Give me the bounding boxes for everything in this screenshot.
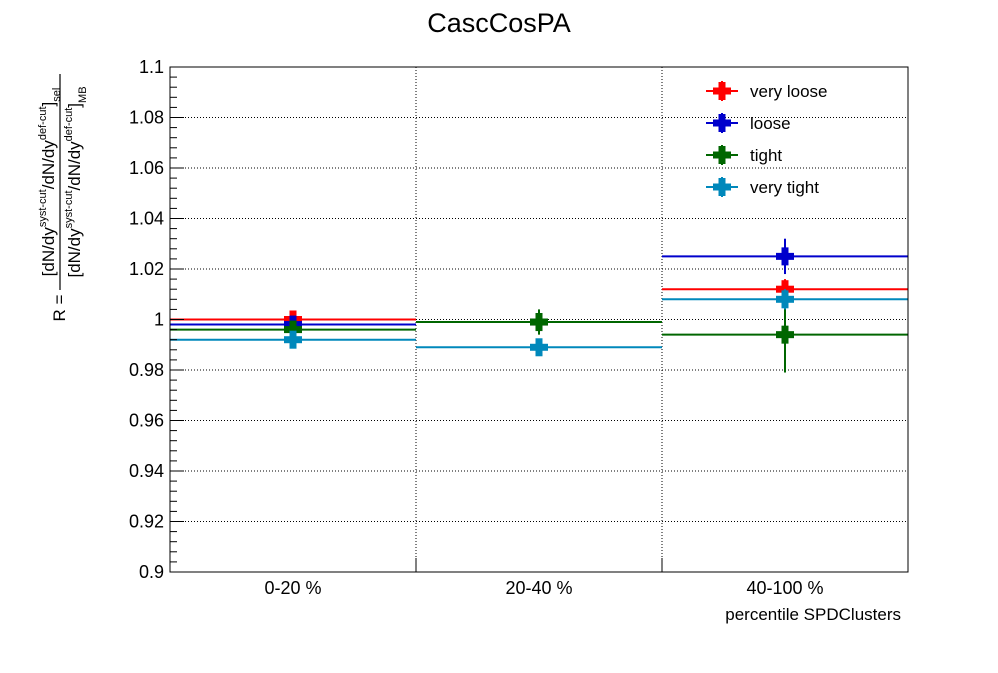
legend-label: loose xyxy=(750,114,791,133)
y-axis: 0.9 0.92 0.94 0.96 0.98 1 1.02 1.04 1.06 1.08 1.1 xyxy=(129,57,184,582)
y-label-fragment: [dN/dy xyxy=(39,227,58,277)
y-tick-label: 0.92 xyxy=(129,512,164,532)
y-axis-label: R =[dN/dysyst-cut/dN/dydef-cut]sel[dN/dy… xyxy=(37,74,89,321)
y-label-fragment: [dN/dy xyxy=(65,228,84,278)
x-axis: 0-20 % 20-40 % 40-100 % xyxy=(264,558,824,598)
y-tick-label: 1.02 xyxy=(129,259,164,279)
series-very-tight xyxy=(170,289,908,357)
y-label-fragment: ] xyxy=(39,102,58,107)
legend: very loose loose tight very tight xyxy=(706,81,827,197)
y-label-part: [dN/dysyst-cut/dN/dydef-cut]sel xyxy=(37,88,63,277)
y-tick-label: 1 xyxy=(154,310,164,330)
y-tick-label: 1.1 xyxy=(139,57,164,77)
data-point xyxy=(289,320,297,339)
legend-item: tight xyxy=(706,145,782,165)
y-tick-label: 1.08 xyxy=(129,108,164,128)
x-tick-label: 20-40 % xyxy=(505,578,572,598)
legend-item: very tight xyxy=(706,177,819,197)
x-axis-label: percentile SPDClusters xyxy=(725,605,901,624)
y-label-prefix: R = xyxy=(50,294,69,321)
legend-marker xyxy=(718,146,726,164)
legend-item: very loose xyxy=(706,81,827,101)
data-point xyxy=(535,313,543,332)
data-point xyxy=(535,338,543,357)
legend-marker xyxy=(718,114,726,132)
y-tick-label: 1.04 xyxy=(129,209,164,229)
y-tick-label: 0.9 xyxy=(139,562,164,582)
legend-marker xyxy=(718,178,726,196)
y-label-fragment: /dN/dy xyxy=(39,140,58,190)
legend-label: very loose xyxy=(750,82,827,101)
data-series xyxy=(170,238,908,373)
y-label-fragment: ] xyxy=(65,103,84,108)
y-label-fragment: /dN/dy xyxy=(65,141,84,191)
y-label-fragment: sel xyxy=(51,88,63,102)
y-label-group: R =[dN/dysyst-cut/dN/dydef-cut]sel[dN/dy… xyxy=(37,74,89,321)
x-tick-label: 0-20 % xyxy=(264,578,321,598)
y-label-fragment: syst-cut xyxy=(63,190,75,228)
data-point xyxy=(289,330,297,349)
legend-marker xyxy=(718,82,726,100)
y-tick-label: 0.94 xyxy=(129,461,164,481)
y-tick-label: 1.06 xyxy=(129,158,164,178)
x-tick-label: 40-100 % xyxy=(746,578,823,598)
y-label-fragment: syst-cut xyxy=(37,189,49,227)
y-label-fragment: MB xyxy=(77,86,89,103)
data-point xyxy=(781,247,789,266)
y-label-fragment: def-cut xyxy=(63,108,75,142)
y-tick-label: 0.98 xyxy=(129,360,164,380)
chart-title: CascCosPA xyxy=(427,8,571,38)
legend-item: loose xyxy=(706,113,791,133)
legend-label: very tight xyxy=(750,178,819,197)
data-point xyxy=(781,290,789,309)
series-tight xyxy=(170,296,908,373)
y-label-fragment: def-cut xyxy=(37,106,49,140)
legend-label: tight xyxy=(750,146,782,165)
y-tick-label: 0.96 xyxy=(129,411,164,431)
y-label-part: [dN/dysyst-cut/dN/dydef-cut]MB xyxy=(63,86,89,277)
data-point xyxy=(781,325,789,344)
